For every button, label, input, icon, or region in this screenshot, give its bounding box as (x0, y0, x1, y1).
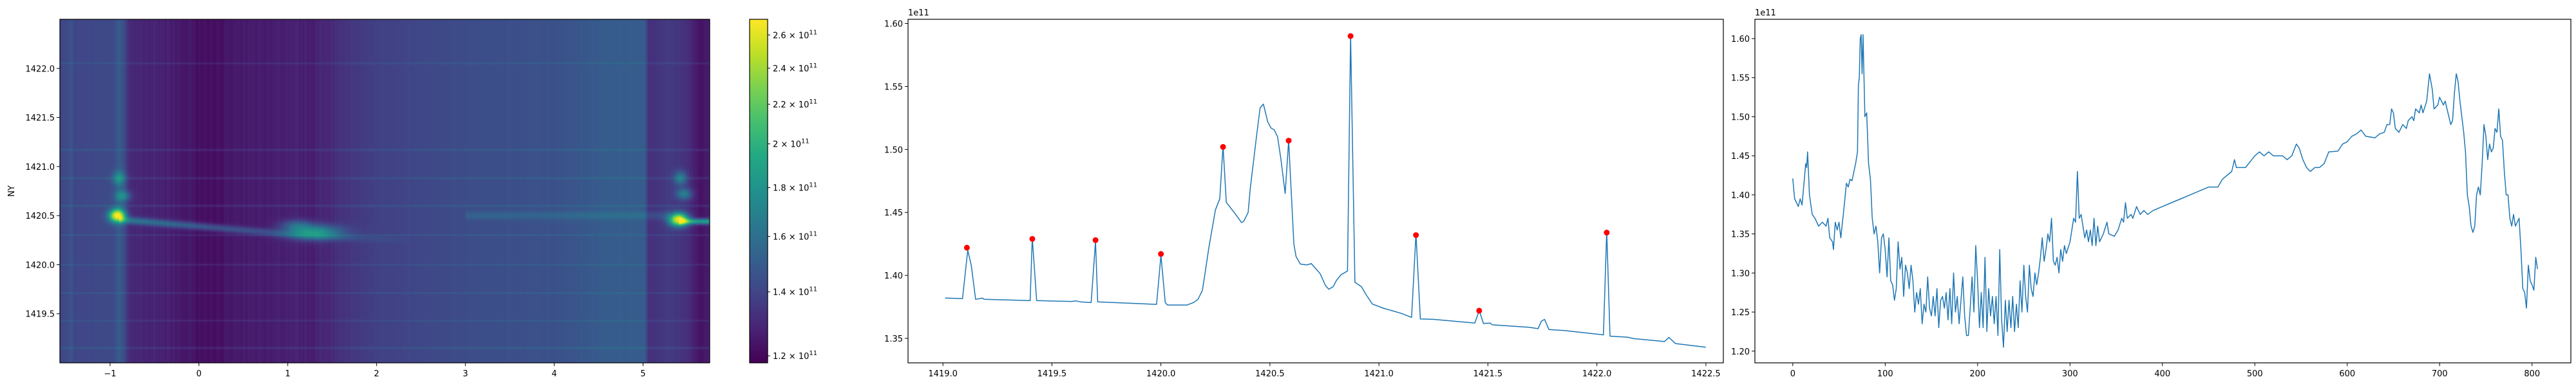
axes-frame (59, 19, 710, 363)
y-tick-label: 1.55 (1731, 74, 1750, 84)
peak-marker (1413, 232, 1419, 238)
offset-text: 1e11 (908, 8, 929, 18)
y-tick-label: 1.20 (1731, 347, 1750, 357)
peak-marker (1476, 308, 1482, 314)
y-tick-label: 1.40 (884, 271, 903, 281)
x-tick-label: 5 (640, 369, 645, 379)
y-tick-label: 1.25 (1731, 308, 1750, 318)
colorbar-tick-label: 2 × 1011 (773, 138, 810, 150)
x-tick-label: 1422.5 (1691, 369, 1721, 379)
x-tick-label: 1422.0 (1582, 369, 1612, 379)
tick-exponent: 11 (809, 29, 817, 36)
tick-exponent: 11 (809, 62, 817, 69)
tick-exponent: 11 (809, 231, 817, 238)
series-line (945, 34, 1706, 348)
y-tick-label: 1.60 (884, 19, 903, 29)
x-tick-label: 100 (1877, 369, 1893, 379)
tick-mantissa: 1.4 × 10 (773, 288, 809, 298)
y-tick-label: 1.60 (1731, 35, 1750, 44)
x-tick-label: 1419.0 (928, 369, 958, 379)
y-tick-label: 1421.0 (26, 163, 55, 172)
x-tick-label: 400 (2154, 369, 2170, 379)
tick-mantissa: 2.2 × 10 (773, 100, 809, 110)
y-tick-label: 1.55 (884, 82, 903, 92)
peak-marker (1285, 138, 1292, 144)
tick-mantissa: 2 × 10 (773, 140, 801, 150)
tick-exponent: 11 (801, 138, 810, 145)
x-tick-label: 1419.5 (1037, 369, 1067, 379)
colorbar-frame (749, 19, 768, 363)
tick-exponent: 11 (809, 182, 817, 189)
x-tick-label: 2 (374, 369, 379, 379)
y-axis-label: NY (7, 185, 17, 197)
y-tick-label: 1.45 (884, 208, 903, 218)
y-tick-label: 1420.0 (26, 261, 55, 270)
tick-mantissa: 1.2 × 10 (773, 352, 809, 362)
x-tick-label: 700 (2432, 369, 2448, 379)
y-tick-label: 1419.5 (26, 310, 55, 320)
y-tick-label: 1.50 (1731, 113, 1750, 122)
tick-exponent: 11 (809, 98, 817, 106)
tick-exponent: 11 (809, 350, 817, 357)
tick-mantissa: 2.6 × 10 (773, 31, 809, 41)
colorbar-tick-label: 2.2 × 1011 (773, 98, 817, 110)
offset-text: 1e11 (1755, 8, 1776, 18)
x-tick-label: 1421.5 (1473, 369, 1503, 379)
axes-frame (1754, 19, 2571, 363)
y-tick-label: 1421.5 (26, 114, 55, 124)
peak-marker (1092, 237, 1099, 243)
peak-marker (963, 244, 970, 251)
colorbar-tick-label: 2.4 × 1011 (773, 62, 817, 74)
tick-mantissa: 1.8 × 10 (773, 184, 809, 194)
x-tick-label: 4 (551, 369, 556, 379)
heatmap-image (60, 19, 710, 363)
series-line (1792, 34, 2539, 348)
y-tick-label: 1.45 (1731, 152, 1750, 161)
peaks-line-chart: 1419.0 1419.5 1420.0 1420.5 1421.0 1421.5 1422… (884, 8, 1724, 379)
y-tick-label: 1.35 (884, 335, 903, 344)
colorbar-tick-label: 1.8 × 1011 (773, 182, 817, 194)
peak-marker (1220, 143, 1226, 150)
x-tick-label: 0 (1790, 369, 1795, 379)
x-tick-label: 800 (2524, 369, 2540, 379)
x-tick-label: 1421.0 (1364, 369, 1394, 379)
x-tick-label: 1 (285, 369, 290, 379)
y-tick-label: 1422.0 (26, 64, 55, 74)
colorbar-tick-label: 1.6 × 1011 (773, 231, 817, 243)
index-line-chart: 0 100 200 300 400 500 600 700 800 1.20 1.25 1.30 1.3… (1731, 8, 2571, 379)
y-tick-label: 1420.5 (26, 212, 55, 221)
y-tick-label: 1.40 (1731, 191, 1750, 201)
colorbar-gradient (750, 19, 768, 363)
x-tick-label: 500 (2247, 369, 2263, 379)
tick-mantissa: 2.4 × 10 (773, 64, 809, 74)
peak-marker (1029, 235, 1036, 242)
y-tick-label: 1.30 (1731, 269, 1750, 279)
tick-mantissa: 1.6 × 10 (773, 233, 809, 243)
x-tick-label: 0 (196, 369, 202, 379)
x-tick-label: 200 (1969, 369, 1985, 379)
x-tick-label: 1420.5 (1255, 369, 1285, 379)
heatmap-axes: −1 0 1 2 3 4 5 1419.5 1420.0 1420.5 1421.0 1421.5 14… (7, 19, 710, 379)
y-tick-label: 1.35 (1731, 230, 1750, 240)
colorbar-tick-label: 1.2 × 1011 (773, 350, 817, 362)
y-tick-label: 1.50 (884, 145, 903, 155)
peak-marker (1604, 230, 1610, 236)
x-tick-label: 1420.0 (1146, 369, 1176, 379)
colorbar-tick-label: 1.4 × 1011 (773, 286, 817, 298)
x-tick-label: 300 (2062, 369, 2078, 379)
axes-frame (907, 19, 1724, 363)
peak-marker (1158, 251, 1164, 257)
peak-marker (1347, 33, 1354, 39)
x-tick-label: 600 (2339, 369, 2355, 379)
x-tick-label: −1 (104, 369, 116, 379)
colorbar-tick-label: 2.6 × 1011 (773, 29, 817, 41)
x-tick-label: 3 (463, 369, 468, 379)
tick-exponent: 11 (809, 286, 817, 293)
